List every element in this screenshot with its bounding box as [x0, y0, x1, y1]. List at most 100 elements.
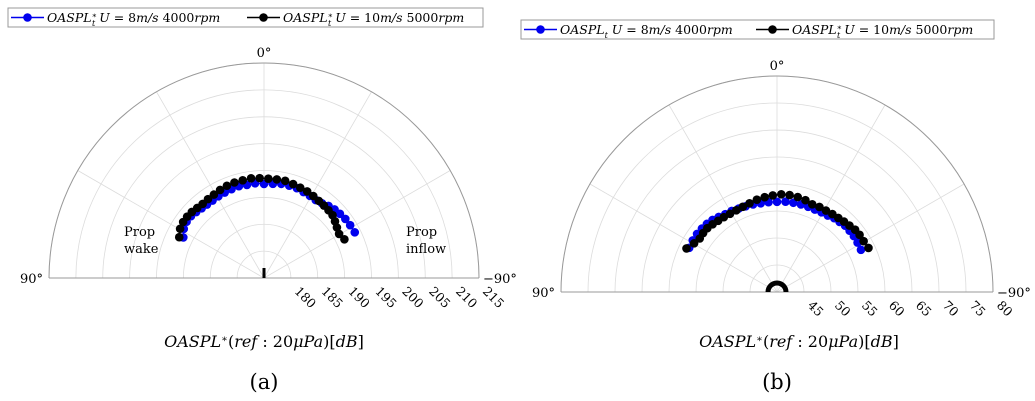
data-point-series2: [174, 232, 184, 242]
legend-label-series1: OASPLt U = 8m/s 4000rpm: [560, 22, 733, 40]
legend-label-series2: OASPL∗ t U = 10m/s 5000rpm: [283, 10, 464, 28]
radial-axis-label-b: OASPL∗(ref : 20μPa)[dB]: [699, 332, 899, 351]
grid-spoke: [263, 170, 451, 279]
data-point-series2: [246, 174, 256, 183]
annotation-prop-wake-line1: Prop: [124, 225, 155, 240]
grid-spoke: [156, 91, 265, 279]
annotation-prop-inflow-line1: Prop: [406, 225, 437, 240]
data-point-series1: [341, 214, 350, 224]
data-point-series2: [222, 181, 232, 191]
grid-spoke: [263, 91, 372, 279]
legend-label-series2: OASPL∗ t U = 10m/s 5000rpm: [792, 22, 973, 40]
legend-marker-series2: [259, 13, 268, 22]
radial-tick-label: 190: [346, 284, 374, 312]
grid-spoke: [776, 183, 965, 293]
data-point-series2: [238, 176, 248, 185]
radial-tick-label: 60: [886, 298, 908, 320]
data-point-series2: [340, 235, 349, 244]
data-point-series2: [302, 187, 312, 196]
data-point-series2: [209, 190, 219, 199]
data-point-series2: [864, 243, 873, 253]
polar-frame: [560, 75, 994, 293]
theta-label-top-b: 0°: [770, 59, 785, 74]
data-point-series2: [738, 202, 748, 212]
radial-tick-label: 70: [940, 298, 962, 320]
radial-tick-label: 45: [805, 298, 827, 320]
radial-tick-label: 55: [859, 298, 881, 320]
data-point-series2: [807, 200, 817, 209]
theta-label-left-b: 90°: [532, 286, 555, 301]
radial-tick-label: 205: [426, 284, 453, 311]
data-point-series2: [776, 190, 786, 199]
origin-marker: [765, 280, 789, 293]
radial-ticks-a: 180 185 190 195 200 205 210 215: [292, 284, 508, 312]
data-point-series2: [731, 206, 741, 215]
annotation-prop-inflow-line2: inflow: [406, 242, 446, 257]
panel-label-a: (a): [250, 370, 279, 394]
radial-tick-label: 195: [372, 284, 399, 311]
grid-spoke: [776, 104, 886, 293]
radial-axis-label-a: OASPL∗(ref : 20μPa)[dB]: [164, 332, 364, 351]
panel-label-b: (b): [762, 370, 792, 394]
radial-tick-label: 185: [319, 284, 346, 311]
legend-a: OASPL∗ t U = 8m/s 4000rpm OASPL∗ t U = 10m…: [7, 7, 484, 28]
data-point-series1: [345, 220, 355, 230]
data-point-series2: [785, 190, 794, 200]
theta-label-right-b: −90°: [997, 286, 1031, 301]
legend-b: OASPLt U = 8m/s 4000rpm OASPL∗ t U = 10m/…: [520, 19, 995, 40]
radial-ticks-b: 45 50 55 60 65 70 75 80: [805, 298, 1016, 320]
data-point-series2: [230, 178, 239, 187]
polar-grid-a: [48, 62, 480, 279]
data-point-series2: [280, 176, 290, 186]
legend-box: [7, 7, 484, 28]
radial-tick-label: 50: [832, 298, 854, 320]
data-point-series2: [793, 192, 803, 202]
grid-spoke: [77, 170, 265, 279]
polar-grid-b: [560, 75, 994, 293]
data-point-series2: [815, 202, 824, 212]
data-point-series2: [288, 179, 298, 189]
data-point-series2: [334, 229, 344, 239]
data-point-series2: [203, 194, 213, 204]
data-point-series2: [295, 183, 305, 193]
legend-marker-series1: [23, 13, 32, 22]
theta-label-top-a: 0°: [257, 46, 272, 61]
radial-tick-label: 65: [913, 298, 935, 320]
data-point-series2: [272, 175, 282, 184]
radial-tick-label: 180: [292, 284, 320, 312]
grid-spoke: [589, 183, 778, 293]
origin-marker: [262, 268, 266, 278]
grid-spoke: [668, 104, 778, 293]
data-point-series2: [682, 244, 691, 253]
data-point-series2: [821, 206, 831, 215]
data-point-series2: [752, 195, 762, 204]
data-point-series1: [781, 197, 790, 206]
data-point-series2: [215, 185, 225, 195]
polar-frame: [48, 62, 480, 279]
chart-panel-a: OASPL∗ t U = 8m/s 4000rpm OASPL∗ t U = 10m…: [7, 7, 517, 394]
data-point-series2: [859, 236, 868, 246]
chart-panel-b: OASPLt U = 8m/s 4000rpm OASPL∗ t U = 10m/…: [520, 19, 1031, 394]
data-point-series1: [335, 209, 345, 219]
data-point-series2: [801, 195, 810, 205]
data-point-series2: [695, 234, 705, 243]
data-point-series1: [772, 197, 782, 207]
data-point-series1: [856, 245, 866, 255]
theta-label-left-a: 90°: [20, 272, 43, 287]
theta-label-right-a: −90°: [483, 272, 517, 287]
radial-tick-label: 200: [399, 284, 427, 312]
radial-tick-label: 215: [480, 284, 507, 311]
data-point-series2: [760, 192, 769, 202]
radial-tick-label: 75: [967, 298, 989, 320]
data-point-series2: [255, 173, 264, 183]
data-point-series2: [828, 209, 837, 219]
data-point-series2: [689, 239, 699, 248]
legend-label-series1: OASPL∗ t U = 8m/s 4000rpm: [47, 10, 220, 28]
data-point-series2: [308, 191, 318, 201]
radial-tick-label: 210: [453, 284, 481, 312]
data-point-series2: [768, 191, 778, 200]
data-point-series2: [264, 174, 273, 183]
legend-marker-series2: [768, 25, 777, 34]
data-point-series2: [745, 198, 754, 208]
data-point-series2: [175, 224, 185, 234]
